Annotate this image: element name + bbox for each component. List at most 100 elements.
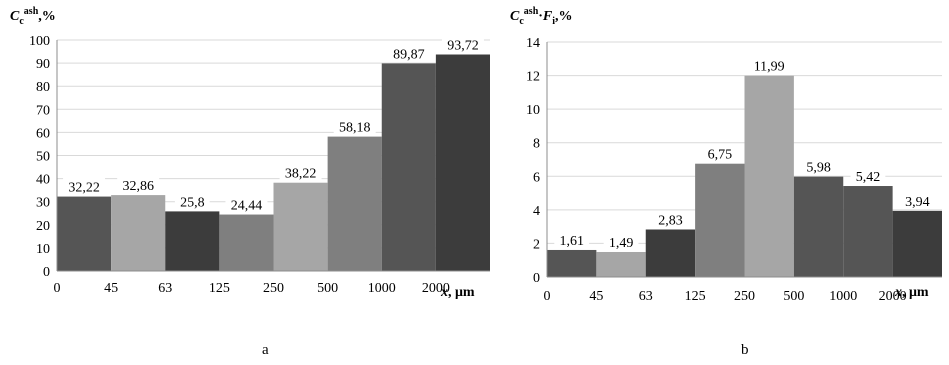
y-tick-label-a: 100	[29, 34, 50, 49]
x-tick-label-a: 45	[104, 281, 118, 296]
bar-a	[219, 214, 274, 271]
y-tick-label-b: 12	[526, 70, 540, 85]
y-axis-label-b: Ccash·Fi,%	[510, 6, 573, 27]
axes-a	[56, 40, 490, 272]
data-label-a: 24,44	[231, 199, 263, 214]
y-tick-label-a: 20	[36, 219, 50, 234]
y-tick-labels-a: 0 10 20 30 40 50 60 70 80 90 100	[29, 34, 50, 280]
x-tick-label-b: 500	[783, 289, 804, 304]
bar-a	[165, 211, 220, 271]
y-tick-label-b: 10	[526, 103, 540, 118]
x-tick-label-b: 45	[589, 289, 603, 304]
x-tick-label-a: 2000	[422, 281, 450, 296]
data-label-b: 6,75	[708, 148, 733, 163]
data-label-a: 25,8	[180, 195, 205, 210]
y-tick-label-b: 4	[533, 204, 540, 219]
bar-b	[793, 176, 844, 277]
bar-b	[596, 251, 646, 277]
bar-b	[645, 229, 696, 277]
x-axis-label-b: x, μm	[894, 285, 929, 300]
data-labels-b: 1,61 1,49 2,83 6,75 11,99 5,98 5,42 3,94	[554, 56, 935, 251]
y-tick-label-a: 10	[36, 242, 50, 257]
data-label-bg-b	[702, 144, 738, 162]
y-tick-labels-b: 0 2 4 6 8 10 12 14	[526, 36, 540, 286]
bar-a	[111, 195, 166, 271]
x-tick-label-b: 250	[734, 289, 755, 304]
data-label-bg-a	[174, 192, 210, 210]
data-label-bg-b	[653, 210, 688, 228]
bars-b	[547, 75, 942, 277]
data-label-bg-a	[225, 195, 268, 213]
data-label-bg-b	[899, 191, 935, 209]
data-label-b: 3,94	[905, 195, 930, 210]
data-label-a: 32,22	[68, 181, 100, 196]
bar-a	[435, 54, 490, 271]
data-label-bg-a	[387, 44, 430, 62]
bar-a	[273, 182, 328, 271]
data-label-b: 11,99	[754, 60, 785, 75]
data-labels-a: 32,22 32,86 25,8 24,44 38,22 58,18 89,87 93,72	[63, 35, 484, 214]
x-tick-label-b: 125	[685, 289, 706, 304]
x-axis-label-a: x, μm	[440, 285, 475, 300]
data-label-b: 2,83	[658, 213, 683, 228]
x-tick-labels-b: 0 45 63 125 250 500 1000 2000	[544, 289, 907, 304]
data-label-bg-a	[63, 177, 106, 195]
data-label-b: 1,61	[559, 234, 584, 249]
y-axis-label-a: Ccash,%	[10, 6, 56, 27]
data-label-bg-b	[850, 167, 886, 185]
data-label-b: 5,98	[806, 161, 831, 176]
bar-b	[843, 186, 893, 277]
data-label-a: 93,72	[447, 39, 479, 54]
data-label-a: 58,18	[339, 121, 371, 136]
bar-b	[695, 163, 745, 277]
data-label-bg-a	[279, 163, 322, 181]
y-tick-label-b: 14	[526, 36, 540, 51]
bar-b	[744, 75, 794, 277]
bars-a	[57, 54, 490, 271]
x-tick-label-a: 1000	[368, 281, 396, 296]
bar-a	[327, 136, 382, 271]
panel-letter-b: b	[741, 342, 749, 358]
y-tick-label-b: 8	[533, 137, 540, 152]
data-label-a: 32,86	[122, 179, 154, 194]
y-tick-label-a: 90	[36, 57, 50, 72]
data-label-b: 1,49	[609, 236, 634, 251]
bar-b	[892, 210, 942, 277]
bar-a	[381, 63, 436, 271]
x-tick-label-a: 0	[54, 281, 61, 296]
x-tick-label-a: 63	[158, 281, 172, 296]
y-tick-label-b: 6	[533, 170, 540, 185]
y-tick-label-a: 40	[36, 173, 50, 188]
x-tick-label-b: 2000	[879, 289, 907, 304]
bar-a	[57, 196, 112, 271]
x-tick-label-b: 1000	[829, 289, 857, 304]
data-label-bg-a	[333, 117, 376, 135]
x-tick-label-a: 125	[209, 281, 230, 296]
y-tick-label-a: 50	[36, 150, 50, 165]
x-tick-label-a: 250	[263, 281, 284, 296]
y-tick-label-a: 0	[43, 265, 50, 280]
panel-letter-a: a	[262, 342, 269, 358]
y-tick-label-a: 70	[36, 103, 50, 118]
y-tick-label-a: 80	[36, 80, 50, 95]
data-label-bg-a	[441, 35, 484, 53]
y-tick-label-a: 30	[36, 196, 50, 211]
x-tick-label-a: 500	[317, 281, 338, 296]
data-label-bg-b	[603, 232, 639, 250]
data-label-b: 5,42	[856, 170, 881, 185]
data-label-bg-a	[117, 176, 160, 194]
data-label-a: 89,87	[393, 47, 425, 62]
x-tick-labels-a: 0 45 63 125 250 500 1000 2000	[54, 281, 450, 296]
y-tick-label-a: 60	[36, 126, 50, 141]
x-tick-label-b: 63	[639, 289, 653, 304]
axes-b	[546, 42, 942, 278]
y-tick-label-b: 0	[533, 271, 540, 286]
data-label-bg-b	[748, 56, 791, 74]
x-tick-label-b: 0	[544, 289, 551, 304]
bar-b	[547, 249, 597, 277]
data-label-a: 38,22	[285, 167, 317, 182]
data-label-bg-b	[554, 230, 590, 248]
